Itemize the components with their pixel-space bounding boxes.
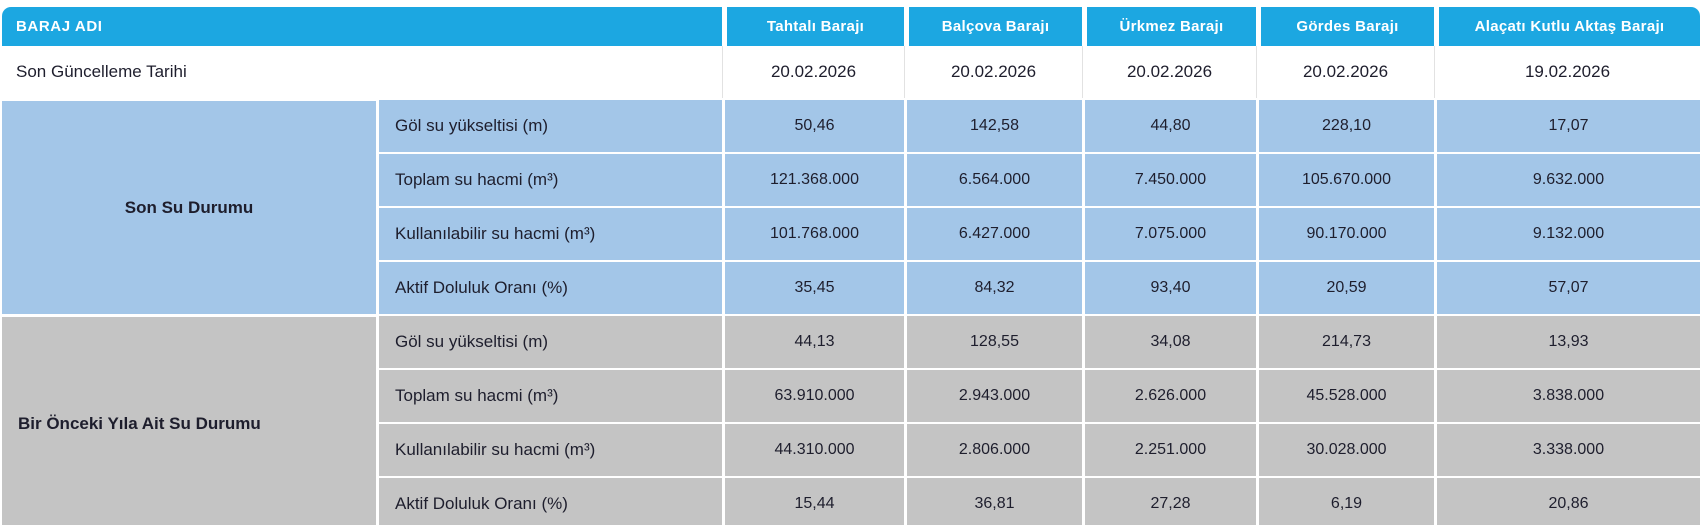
cell-value: 7.450.000: [1082, 152, 1256, 206]
cell-value: 7.075.000: [1082, 206, 1256, 260]
cell-value: 84,32: [904, 260, 1082, 314]
cell-value: 142,58: [904, 98, 1082, 152]
table-row: Toplam su hacmi (m³) 63.910.000 2.943.00…: [2, 368, 1700, 422]
last-update-date: 20.02.2026: [722, 46, 904, 98]
cell-value: 2.251.000: [1082, 422, 1256, 476]
metric-label: Göl su yükseltisi (m): [376, 98, 722, 152]
column-header-dam-name: BARAJ ADI: [2, 7, 722, 46]
table-row: Aktif Doluluk Oranı (%) 15,44 36,81 27,2…: [2, 476, 1700, 525]
cell-value: 35,45: [722, 260, 904, 314]
dam-status-table: BARAJ ADI Tahtalı Barajı Balçova Barajı …: [2, 7, 1700, 525]
column-header-balcova: Balçova Barajı: [904, 7, 1082, 46]
cell-value: 45.528.000: [1256, 368, 1434, 422]
section-label-recent: Son Su Durumu: [2, 98, 376, 314]
column-header-alacati: Alaçatı Kutlu Aktaş Barajı: [1434, 7, 1700, 46]
dam-status-table-wrapper: BARAJ ADI Tahtalı Barajı Balçova Barajı …: [2, 7, 1704, 525]
cell-value: 34,08: [1082, 314, 1256, 368]
cell-value: 27,28: [1082, 476, 1256, 525]
cell-value: 17,07: [1434, 98, 1700, 152]
column-header-gordes: Gördes Barajı: [1256, 7, 1434, 46]
table-row: Bir Önceki Yıla Ait Su Durumu Göl su yük…: [2, 314, 1700, 525]
cell-value: 30.028.000: [1256, 422, 1434, 476]
cell-value: 90.170.000: [1256, 206, 1434, 260]
last-update-row: Son Güncelleme Tarihi 20.02.2026 20.02.2…: [2, 46, 1700, 98]
metric-label: Toplam su hacmi (m³): [376, 368, 722, 422]
last-update-date: 20.02.2026: [904, 46, 1082, 98]
column-header-urkmez: Ürkmez Barajı: [1082, 7, 1256, 46]
table-row: Kullanılabilir su hacmi (m³) 101.768.000…: [2, 206, 1700, 260]
cell-value: 20,86: [1434, 476, 1700, 525]
table-row: Son Su Durumu Göl su yükseltisi (m) 50,4…: [2, 98, 1700, 314]
cell-value: 13,93: [1434, 314, 1700, 368]
metric-label: Kullanılabilir su hacmi (m³): [376, 206, 722, 260]
cell-value: 105.670.000: [1256, 152, 1434, 206]
cell-value: 101.768.000: [722, 206, 904, 260]
cell-value: 2.943.000: [904, 368, 1082, 422]
cell-value: 93,40: [1082, 260, 1256, 314]
cell-value: 2.806.000: [904, 422, 1082, 476]
metric-label: Aktif Doluluk Oranı (%): [376, 260, 722, 314]
cell-value: 44,80: [1082, 98, 1256, 152]
cell-value: 57,07: [1434, 260, 1700, 314]
cell-value: 50,46: [722, 98, 904, 152]
cell-value: 44,13: [722, 314, 904, 368]
last-update-date: 19.02.2026: [1434, 46, 1700, 98]
metric-label: Göl su yükseltisi (m): [376, 314, 722, 368]
cell-value: 9.632.000: [1434, 152, 1700, 206]
metric-label: Kullanılabilir su hacmi (m³): [376, 422, 722, 476]
section-label-previous-year: Bir Önceki Yıla Ait Su Durumu: [2, 314, 376, 525]
table-row: Aktif Doluluk Oranı (%) 35,45 84,32 93,4…: [2, 260, 1700, 314]
table-header-row: BARAJ ADI Tahtalı Barajı Balçova Barajı …: [2, 7, 1700, 46]
cell-value: 121.368.000: [722, 152, 904, 206]
cell-value: 2.626.000: [1082, 368, 1256, 422]
last-update-label: Son Güncelleme Tarihi: [2, 46, 722, 98]
table-row: Kullanılabilir su hacmi (m³) 44.310.000 …: [2, 422, 1700, 476]
cell-value: 6,19: [1256, 476, 1434, 525]
cell-value: 228,10: [1256, 98, 1434, 152]
cell-value: 3.838.000: [1434, 368, 1700, 422]
last-update-date: 20.02.2026: [1082, 46, 1256, 98]
cell-value: 9.132.000: [1434, 206, 1700, 260]
cell-value: 128,55: [904, 314, 1082, 368]
cell-value: 3.338.000: [1434, 422, 1700, 476]
cell-value: 214,73: [1256, 314, 1434, 368]
column-header-tahtali: Tahtalı Barajı: [722, 7, 904, 46]
cell-value: 63.910.000: [722, 368, 904, 422]
metric-label: Toplam su hacmi (m³): [376, 152, 722, 206]
cell-value: 6.427.000: [904, 206, 1082, 260]
metric-label: Aktif Doluluk Oranı (%): [376, 476, 722, 525]
cell-value: 6.564.000: [904, 152, 1082, 206]
cell-value: 36,81: [904, 476, 1082, 525]
cell-value: 20,59: [1256, 260, 1434, 314]
cell-value: 15,44: [722, 476, 904, 525]
table-row: Toplam su hacmi (m³) 121.368.000 6.564.0…: [2, 152, 1700, 206]
cell-value: 44.310.000: [722, 422, 904, 476]
last-update-date: 20.02.2026: [1256, 46, 1434, 98]
